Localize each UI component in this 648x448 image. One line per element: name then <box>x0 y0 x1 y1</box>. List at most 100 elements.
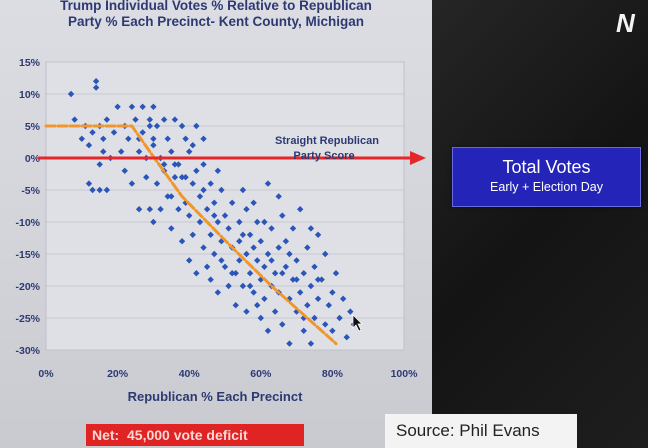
data-point <box>243 250 250 258</box>
data-point <box>150 103 157 110</box>
data-point <box>96 161 103 168</box>
data-point <box>214 289 222 296</box>
data-point <box>193 270 200 277</box>
data-point <box>271 308 279 315</box>
data-point <box>250 244 257 251</box>
data-point <box>196 218 204 226</box>
data-point <box>243 308 250 315</box>
data-point <box>171 174 179 181</box>
data-point <box>178 238 186 245</box>
x-tick-label: 100% <box>391 368 419 380</box>
data-point <box>289 225 297 232</box>
y-tick-label: -10% <box>15 217 40 229</box>
data-point <box>279 270 286 277</box>
data-point <box>207 180 214 187</box>
data-point <box>275 193 282 200</box>
data-point <box>232 302 239 309</box>
data-point <box>332 270 340 277</box>
data-point <box>225 225 232 232</box>
data-point <box>243 206 250 213</box>
data-point <box>178 174 186 181</box>
data-point <box>196 193 204 200</box>
data-point <box>282 263 290 270</box>
y-tick-label: -5% <box>21 185 40 197</box>
data-point <box>257 238 264 245</box>
data-point <box>221 212 229 219</box>
data-point <box>307 340 315 347</box>
data-point <box>100 148 107 155</box>
trend-line <box>44 124 338 346</box>
data-point <box>347 308 354 315</box>
data-point <box>121 167 128 174</box>
data-point <box>143 174 150 181</box>
data-point <box>128 180 136 187</box>
data-point <box>89 129 96 136</box>
data-point <box>236 257 243 264</box>
data-point <box>218 257 225 264</box>
data-point <box>160 116 168 123</box>
data-point <box>110 129 118 136</box>
data-point <box>182 135 189 142</box>
chart-title-line-1: Trump Individual Votes % Relative to Rep… <box>60 0 372 13</box>
data-point <box>246 270 254 277</box>
data-point <box>228 270 236 277</box>
data-point <box>189 180 196 187</box>
data-point <box>239 282 247 290</box>
data-point <box>254 302 261 309</box>
data-point <box>200 135 207 142</box>
data-point <box>282 238 290 245</box>
data-point <box>322 321 329 328</box>
data-point <box>100 135 107 142</box>
data-point <box>157 206 164 213</box>
data-point <box>92 78 100 85</box>
data-point <box>164 193 171 200</box>
data-point <box>207 231 214 238</box>
data-point <box>289 276 297 283</box>
x-tick-label: 80% <box>322 368 344 380</box>
plot-area <box>45 61 405 351</box>
data-point <box>221 263 229 270</box>
data-point <box>296 289 304 296</box>
data-point <box>239 186 247 194</box>
data-point <box>286 250 293 258</box>
data-point <box>250 289 257 296</box>
data-point <box>71 116 78 123</box>
reference-arrowhead <box>410 151 426 165</box>
data-point <box>268 225 275 232</box>
x-axis-label: Republican % Each Precinct <box>128 389 304 404</box>
data-point <box>254 257 261 264</box>
reference-label: Party Score <box>293 150 354 162</box>
data-point <box>150 218 157 226</box>
data-point <box>325 302 333 309</box>
data-point <box>322 250 329 258</box>
data-point <box>182 174 189 181</box>
data-point <box>211 250 218 258</box>
data-point <box>139 103 146 110</box>
data-point <box>96 186 103 194</box>
data-point <box>254 218 261 226</box>
y-tick-label: 10% <box>19 89 41 101</box>
data-point <box>203 263 211 270</box>
data-point <box>214 218 222 226</box>
total-votes-subtitle: Early + Election Day <box>490 180 603 194</box>
data-point <box>296 206 304 213</box>
data-point <box>132 116 139 123</box>
data-point <box>329 327 336 334</box>
data-point <box>318 276 325 283</box>
data-point <box>175 206 182 213</box>
data-point <box>114 103 121 110</box>
data-point <box>175 161 182 168</box>
data-point <box>186 212 193 219</box>
data-point <box>211 212 218 219</box>
x-tick-label: 40% <box>179 368 201 380</box>
data-point <box>336 314 343 322</box>
data-point <box>264 180 272 187</box>
data-point <box>246 282 254 290</box>
data-point <box>228 199 236 206</box>
data-point <box>193 167 200 174</box>
data-point <box>139 129 146 136</box>
data-point <box>189 231 196 238</box>
data-point <box>279 212 286 219</box>
